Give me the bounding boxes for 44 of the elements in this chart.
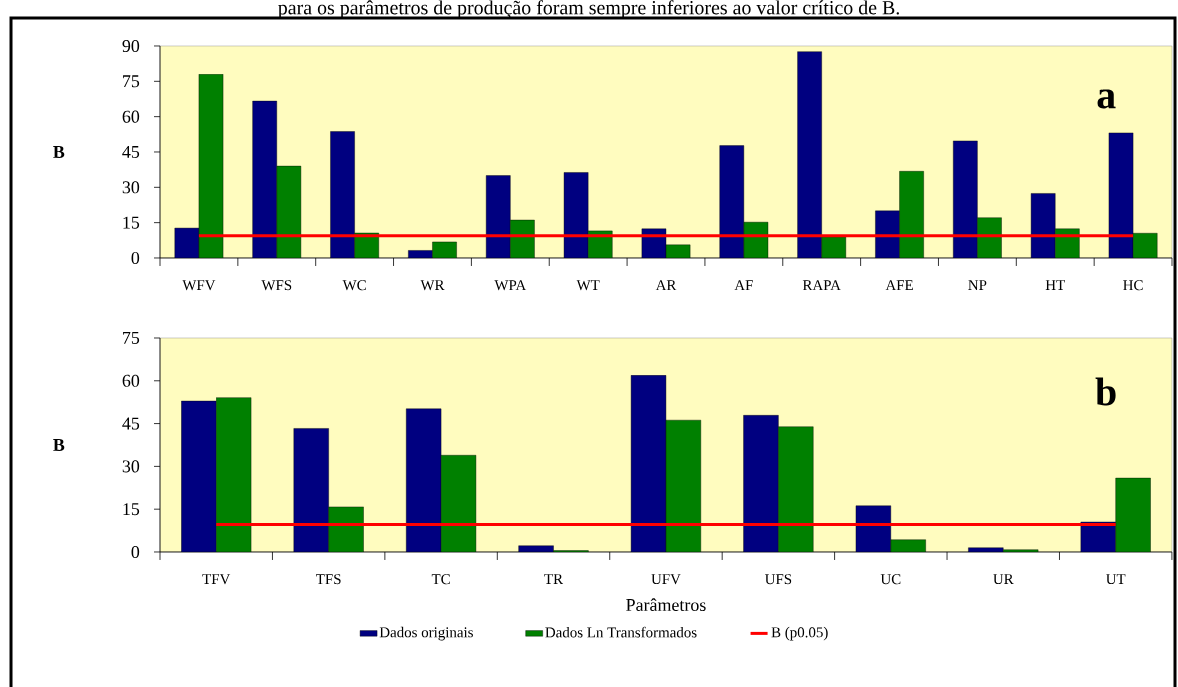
y-tick-label: 30: [122, 460, 140, 473]
x-tick-label: WC: [342, 280, 366, 291]
x-tick-label: WPA: [494, 280, 527, 291]
x-tick-label: TFV: [202, 574, 231, 585]
x-tick-label: UR: [993, 574, 1014, 585]
y-tick-label: 45: [122, 145, 140, 158]
x-tick-label: TC: [431, 574, 450, 585]
x-tick-label: WFV: [182, 280, 216, 291]
legend-label: B (p0.05): [771, 626, 828, 641]
y-tick-label: 30: [122, 181, 140, 194]
x-tick-label: RAPA: [802, 280, 841, 291]
y-tick-label: 15: [123, 216, 140, 229]
x-tick-label: UFV: [651, 574, 681, 585]
x-tick-label: AR: [655, 280, 677, 291]
x-tick-label: UT: [1106, 574, 1126, 585]
x-tick-label: UC: [880, 574, 901, 585]
y-tick-label: 75: [123, 75, 140, 88]
y-tick-label: 90: [122, 39, 140, 53]
y-tick-label: 45: [122, 417, 140, 430]
x-tick-label: NP: [968, 280, 987, 290]
x-tick-label: WT: [576, 280, 600, 291]
annotation: b: [1095, 377, 1116, 406]
y-tick-label: 60: [122, 374, 140, 387]
x-tick-label: WFS: [261, 280, 292, 291]
x-tick-label: UFS: [765, 574, 792, 585]
legend-label: Dados Ln Transformados: [545, 626, 697, 638]
annotation: a: [1097, 89, 1116, 109]
x-tick-label: WR: [420, 280, 445, 291]
y-tick-label: 0: [131, 251, 140, 265]
x-tick-label: TR: [544, 574, 564, 584]
y-tick-label: 15: [123, 503, 140, 516]
x-tick-label: AF: [734, 280, 753, 291]
x-tick-label: HC: [1123, 280, 1143, 291]
x-tick-label: AFE: [885, 280, 913, 291]
y-axis-title: B: [53, 146, 65, 158]
chart-title: para os parâmetros de produção foram sempre inferiores ao valor crítico de B.: [278, 0, 899, 19]
legend-label: Dados originais: [379, 626, 473, 641]
x-tick-label: HT: [1045, 280, 1065, 290]
y-tick-label: 75: [123, 332, 140, 344]
x-axis-title: Parâmetros: [626, 598, 706, 611]
y-tick-label: 0: [131, 545, 140, 559]
y-axis-title: B: [53, 439, 65, 451]
y-tick-label: 60: [122, 110, 140, 123]
x-tick-label: TFS: [316, 574, 341, 585]
